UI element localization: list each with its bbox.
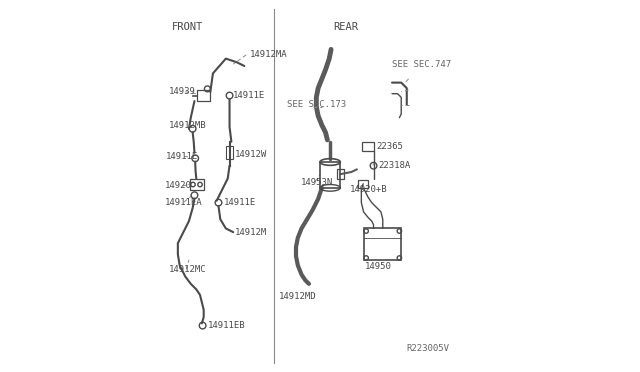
Bar: [320, 162, 340, 188]
Text: SEE SEC.747: SEE SEC.747: [392, 60, 451, 69]
Text: 14912MD: 14912MD: [279, 292, 317, 301]
Text: 14911E: 14911E: [224, 198, 256, 207]
Text: 14911E: 14911E: [233, 91, 266, 100]
Text: 14950: 14950: [365, 262, 392, 271]
Text: SEE SEC.173: SEE SEC.173: [287, 100, 346, 109]
Text: FRONT: FRONT: [172, 22, 203, 32]
Text: 14920+B: 14920+B: [350, 185, 388, 194]
Bar: [337, 169, 344, 179]
Text: 14912MA: 14912MA: [250, 51, 287, 60]
Text: 14953N: 14953N: [300, 178, 333, 187]
Bar: [190, 179, 204, 190]
Text: 22365: 22365: [376, 142, 403, 151]
Text: 14911E: 14911E: [166, 152, 198, 161]
Text: 14920: 14920: [165, 182, 192, 190]
Text: 14912M: 14912M: [235, 228, 268, 237]
Bar: [364, 228, 401, 260]
Bar: [358, 180, 369, 188]
Text: REAR: REAR: [333, 22, 358, 32]
Text: R223005V: R223005V: [407, 344, 450, 353]
Bar: [362, 142, 374, 151]
Text: 14912MB: 14912MB: [168, 121, 206, 129]
Text: 14911EB: 14911EB: [208, 321, 245, 330]
Text: 14912MC: 14912MC: [168, 264, 206, 273]
Text: 14912W: 14912W: [235, 150, 268, 159]
Text: 14911EA: 14911EA: [165, 198, 202, 207]
Bar: [226, 146, 233, 159]
Text: 14939: 14939: [168, 87, 195, 96]
Text: 22318A: 22318A: [378, 161, 410, 170]
Bar: [197, 90, 211, 101]
